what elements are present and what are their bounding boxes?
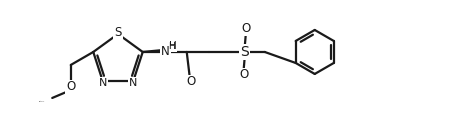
Text: O: O [186,75,195,88]
Text: N: N [129,78,137,87]
Text: S: S [114,27,122,39]
Text: H: H [169,41,176,51]
Text: S: S [240,45,249,59]
Text: methoxy: methoxy [39,100,45,102]
Text: O: O [241,22,250,36]
Text: H: H [168,42,175,51]
Text: N: N [162,45,170,58]
Text: O: O [66,81,76,93]
Text: O: O [239,69,248,81]
Text: N: N [99,78,108,87]
